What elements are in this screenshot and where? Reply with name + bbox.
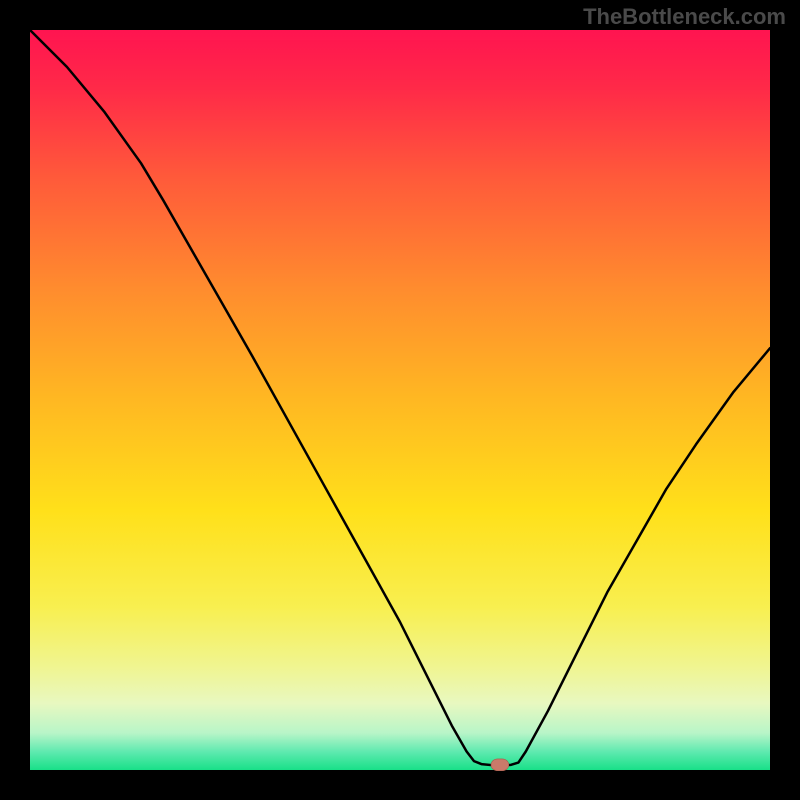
plot-background (30, 30, 770, 770)
chart-svg (0, 0, 800, 800)
optimal-point-marker (491, 759, 509, 771)
bottleneck-chart: TheBottleneck.com (0, 0, 800, 800)
watermark-text: TheBottleneck.com (583, 4, 786, 30)
